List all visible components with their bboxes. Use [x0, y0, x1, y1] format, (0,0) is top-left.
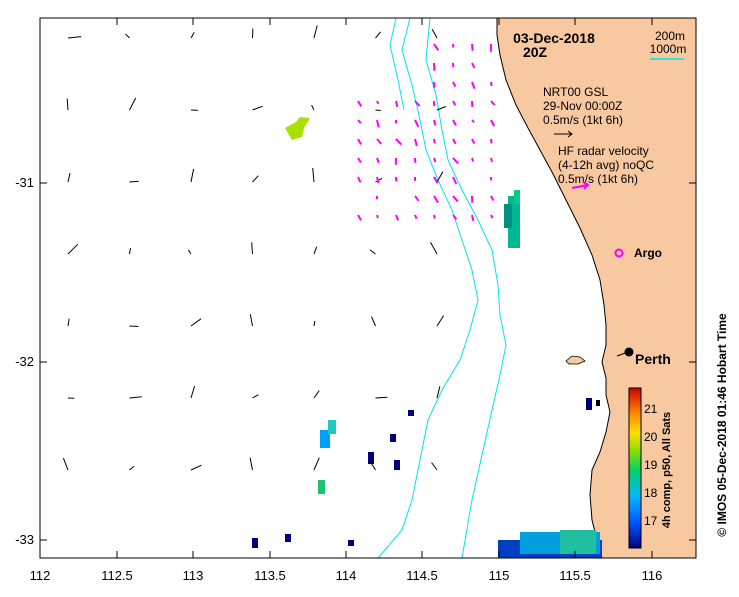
- x-tick-label: 113: [183, 568, 204, 583]
- colorbar-title: 4h comp, p50, All Sats: [661, 412, 673, 528]
- sst-patch: [318, 480, 325, 494]
- sst-patch: [348, 540, 354, 546]
- radar-legend-line: HF radar velocity: [558, 144, 649, 158]
- y-tick-label: -33: [15, 532, 34, 547]
- colorbar-tick: 21: [644, 402, 658, 416]
- sst-patch: [560, 530, 596, 554]
- x-tick-label: 114.5: [406, 568, 438, 583]
- colorbar-tick: 18: [644, 486, 658, 500]
- sst-patch: [504, 204, 512, 228]
- coastal-islet: [596, 400, 600, 406]
- radar-vector: [472, 215, 473, 221]
- radar-legend-line: (4-12h avg) noQC: [558, 158, 654, 172]
- model-vector: [130, 326, 139, 327]
- radar-legend-line: 0.5m/s (1kt 6h): [558, 172, 638, 186]
- y-tick-label: -32: [15, 354, 34, 369]
- radar-vector: [491, 158, 492, 162]
- x-axis: 112 112.5 113 113.5 114 114.5 115 115.5 …: [30, 568, 663, 583]
- depth-legend-200m: 200m: [655, 29, 685, 43]
- x-tick-label: 115.5: [559, 568, 591, 583]
- colorbar-tick: 17: [644, 514, 658, 528]
- x-tick-label: 112.5: [101, 568, 133, 583]
- radar-vector: [491, 82, 492, 86]
- colorbar: 21 20 19 18 17 4h comp, p50, All Sats: [629, 388, 673, 548]
- x-tick-label: 116: [642, 568, 663, 583]
- radar-vector: [396, 101, 397, 107]
- radar-vector: [491, 139, 492, 143]
- perth-marker: [625, 348, 634, 357]
- sst-patch: [394, 460, 400, 470]
- sst-patch: [252, 538, 258, 548]
- perth-label: Perth: [635, 351, 671, 367]
- radar-vector: [491, 215, 493, 218]
- sst-patch: [408, 410, 414, 416]
- x-tick-label: 114: [336, 568, 357, 583]
- colorbar-scale: [629, 388, 641, 548]
- model-legend-line: 29-Nov 00:00Z: [543, 99, 622, 113]
- radar-vector: [472, 44, 473, 51]
- model-legend-line: NRT00 GSL: [543, 85, 608, 99]
- x-tick-label: 115: [489, 568, 510, 583]
- credit-line: © IMOS 05-Dec-2018 01:46 Hobart Time: [715, 313, 729, 537]
- sst-patch: [328, 420, 336, 434]
- depth-legend-1000m: 1000m: [650, 42, 687, 56]
- sst-patch: [390, 434, 396, 442]
- sst-patch: [514, 190, 520, 204]
- y-axis: -31 -32 -33: [15, 175, 34, 547]
- argo-label: Argo: [634, 246, 662, 260]
- radar-vector: [434, 215, 435, 218]
- colorbar-tick: 19: [644, 458, 658, 472]
- radar-vector: [472, 158, 473, 161]
- y-tick-label: -31: [15, 175, 34, 190]
- radar-vector: [377, 101, 378, 104]
- map-hour: 20Z: [523, 44, 548, 60]
- sst-patch: [586, 398, 592, 410]
- radar-vector: [434, 158, 435, 162]
- x-tick-label: 112: [30, 568, 51, 583]
- x-tick-label: 113.5: [254, 568, 286, 583]
- radar-vector: [377, 215, 378, 218]
- radar-vector: [434, 139, 435, 144]
- colorbar-tick: 20: [644, 430, 658, 444]
- model-legend-line: 0.5m/s (1kt 6h): [543, 113, 623, 127]
- sst-patch: [285, 534, 291, 542]
- model-vector: [376, 110, 381, 111]
